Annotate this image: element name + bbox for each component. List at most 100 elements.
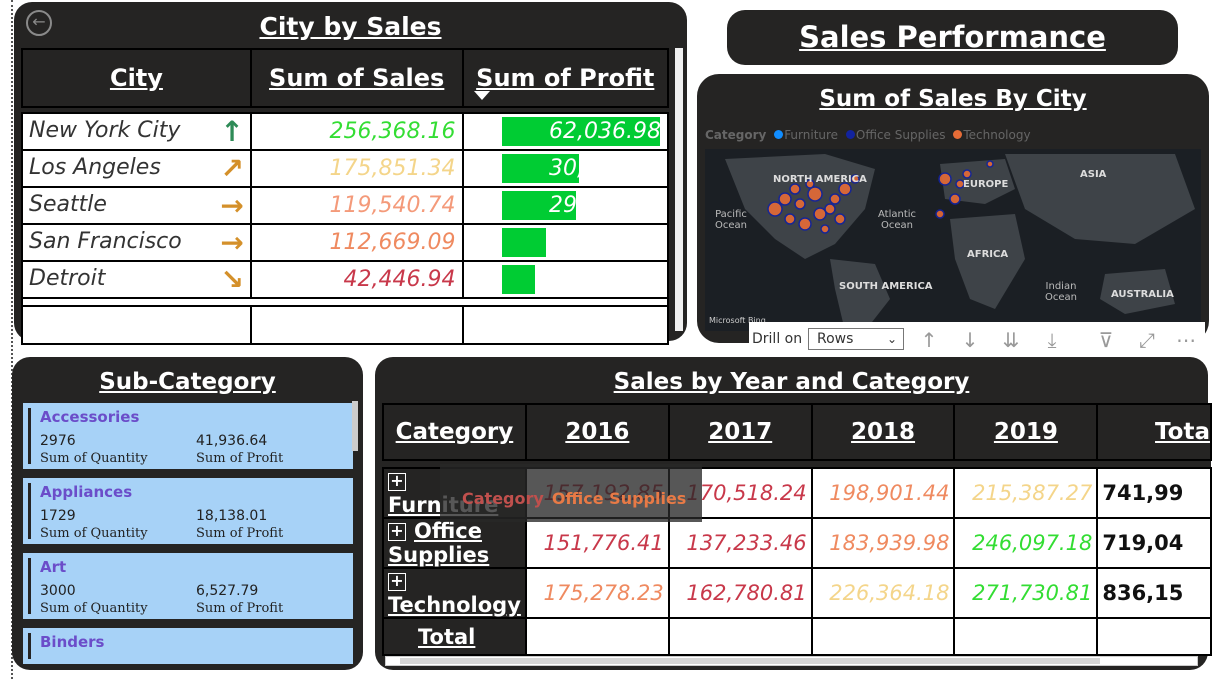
expand-plus-icon[interactable]: + xyxy=(388,573,406,591)
bing-logo: Microsoft Bing xyxy=(709,316,766,325)
category-name: Office Supplies xyxy=(388,519,490,567)
sub-category-scrollbar[interactable] xyxy=(352,401,358,451)
column-header-profit-label: Sum of Profit xyxy=(476,64,655,92)
total-value: 733,215.26 xyxy=(953,617,1099,656)
column-header-2016[interactable]: 2016 xyxy=(524,403,670,461)
city-cell: Los Angeles ↗ xyxy=(21,149,252,188)
value-cell: 175,278.23 xyxy=(524,567,670,619)
city-table-scrollbar[interactable] xyxy=(675,48,683,331)
drill-on-label: Drill on xyxy=(752,331,803,347)
year-panel-title: Sales by Year and Category xyxy=(613,369,970,395)
scrollbar-thumb[interactable] xyxy=(400,658,1100,664)
column-header-city[interactable]: City xyxy=(21,48,252,108)
table-row[interactable]: Los Angeles ↗ 175,851.34 30,440.76 xyxy=(21,149,670,188)
card-profit: 18,138.01 xyxy=(196,508,268,524)
label-pacific: Pacific Ocean xyxy=(715,209,747,231)
card-title: Art xyxy=(40,558,67,576)
label-indian: Indian Ocean xyxy=(1045,281,1077,303)
back-arrow-icon[interactable]: ← xyxy=(26,10,52,36)
legend-item-technology[interactable]: Technology xyxy=(963,128,1031,142)
sub-category-card[interactable]: Art 3000 6,527.79 Sum of Quantity Sum of Pro… xyxy=(21,551,355,621)
table-row[interactable]: + Office Supplies 151,776.41 137,233.46 183,… xyxy=(382,517,1212,569)
city-name: Los Angeles xyxy=(29,154,161,180)
sub-category-card[interactable]: Appliances 1729 18,138.01 Sum of Quantity Su… xyxy=(21,476,355,546)
filter-icon[interactable]: ⊽ xyxy=(1098,328,1114,352)
table-row[interactable]: Seattle → 119,540.74 29,156.10 xyxy=(21,186,670,225)
sub-category-card[interactable]: Accessories 2976 41,936.64 Sum of Quantity S… xyxy=(21,401,355,471)
focus-mode-icon[interactable]: ⤢ xyxy=(1139,328,1155,352)
expand-plus-icon[interactable]: + xyxy=(388,473,406,491)
category-cell: + Office Supplies xyxy=(382,517,527,569)
table-row[interactable]: San Francisco → 112,669.09 17,507.39 xyxy=(21,223,670,262)
value-cell: 162,780.81 xyxy=(667,567,813,619)
chevron-down-icon: ⌄ xyxy=(886,332,897,346)
value-cell: 137,233.46 xyxy=(667,517,813,569)
city-panel-title: City by Sales xyxy=(259,12,442,41)
sub-category-panel: Sub-Category Accessories 2976 41,936.64 Sum… xyxy=(12,357,363,670)
legend-item-office-supplies[interactable]: Office Supplies xyxy=(855,128,946,142)
trend-arrow-icon: ↘ xyxy=(220,262,244,296)
column-header-category[interactable]: Category xyxy=(382,403,527,461)
legend-item-furniture[interactable]: Furniture xyxy=(784,128,839,142)
total-value: 484,247.50 xyxy=(524,617,670,656)
card-title: Binders xyxy=(40,633,105,651)
drill-up-icon[interactable]: ↑ xyxy=(920,328,938,352)
profit-value: 30,440.76 xyxy=(549,156,661,181)
column-header-2018[interactable]: 2018 xyxy=(810,403,956,461)
value-cell: 271,730.81 xyxy=(953,567,1099,619)
sales-cell: 175,851.34 xyxy=(249,149,464,188)
column-header-2017[interactable]: 2017 xyxy=(667,403,813,461)
map-panel-title: Sum of Sales By City xyxy=(819,86,1087,112)
profit-value: 62,036.98 xyxy=(549,119,661,144)
profit-data-bar xyxy=(501,265,535,294)
expand-plus-icon[interactable]: + xyxy=(388,523,406,541)
expand-next-level-icon[interactable]: ⇊ xyxy=(1002,328,1020,352)
hover-tooltip: Category Office Supplies xyxy=(440,464,702,522)
label-north-america: NORTH AMERICA xyxy=(773,174,867,185)
sales-performance-header: Sales Performance xyxy=(727,10,1178,65)
table-row[interactable]: New York City ↑ 256,368.16 62,036.98 xyxy=(21,112,670,151)
column-header-2019[interactable]: 2019 xyxy=(953,403,1099,461)
city-cell: San Francisco → xyxy=(21,223,252,262)
column-header-total[interactable]: Tota xyxy=(1096,403,1212,461)
table-row[interactable]: + Technology 175,278.23 162,780.81 226,364.1… xyxy=(382,567,1212,619)
label-atlantic: Atlantic Ocean xyxy=(877,209,917,231)
city-name: New York City xyxy=(29,117,181,143)
card-quantity: 1729 xyxy=(40,508,76,524)
drill-select[interactable]: Rows ⌄ xyxy=(808,328,904,350)
world-map[interactable]: NORTH AMERICA EUROPE ASIA AFRICA SOUTH A… xyxy=(705,149,1201,331)
sales-cell: 42,446.94 xyxy=(249,260,464,299)
year-matrix-scrollbar[interactable] xyxy=(385,656,1198,666)
expand-all-icon[interactable]: ⤓ xyxy=(1047,328,1057,352)
card-profit: 6,527.79 xyxy=(196,583,259,599)
more-options-icon[interactable]: ⋯ xyxy=(1176,328,1196,352)
card-profit-label: Sum of Profit xyxy=(196,601,284,616)
table-row[interactable]: Detroit ↘ 42,446.94 13,181.79 xyxy=(21,260,670,299)
label-australia: AUSTRALIA xyxy=(1111,289,1174,300)
map-bubbles[interactable] xyxy=(705,149,1201,331)
sub-category-card[interactable]: Binders xyxy=(21,626,355,666)
column-header-sales[interactable]: Sum of Sales xyxy=(249,48,464,108)
column-header-profit[interactable]: Sum of Profit xyxy=(461,48,670,108)
map-land-svg xyxy=(725,154,1195,331)
trend-arrow-icon: ↑ xyxy=(220,114,244,148)
card-quantity-label: Sum of Quantity xyxy=(40,601,148,616)
value-cell: 719,04 xyxy=(1096,517,1212,569)
city-name: San Francisco xyxy=(29,228,182,254)
year-matrix: Category 2016 2017 2018 2019 Tota +Furni… xyxy=(382,403,1212,656)
legend-dot-office xyxy=(845,130,855,139)
total-label: Total xyxy=(21,305,252,345)
profit-data-bar xyxy=(501,117,660,146)
drill-toolbar: Drill on Rows ⌄ ↑ ↓ ⇊ ⤓ ⊽ ⤢ ⋯ xyxy=(749,322,1205,356)
total-profit: 286,397.02 xyxy=(461,305,670,345)
drill-down-icon[interactable]: ↓ xyxy=(961,328,979,352)
profit-data-bar xyxy=(501,154,579,183)
map-legend: Category Furniture Office Supplies Techn… xyxy=(705,128,1031,142)
label-south-america: SOUTH AMERICA xyxy=(839,281,933,292)
label-africa: AFRICA xyxy=(967,249,1009,260)
sales-cell: 256,368.16 xyxy=(249,112,464,151)
total-row: Total 2,297,200.86 286,397.02 xyxy=(21,305,670,345)
page-divider xyxy=(11,0,13,679)
page-title: Sales Performance xyxy=(799,20,1106,54)
value-cell: 151,776.41 xyxy=(524,517,670,569)
